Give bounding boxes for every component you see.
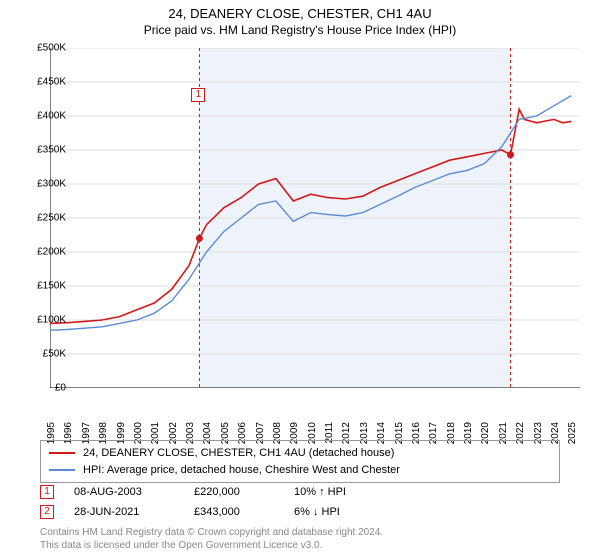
footer-line1: Contains HM Land Registry data © Crown c… <box>40 526 560 539</box>
sale-marker-2: 2 <box>40 505 54 519</box>
ytick-label: £300K <box>37 179 66 190</box>
sale-price: £343,000 <box>194 506 274 518</box>
legend: 24, DEANERY CLOSE, CHESTER, CH1 4AU (det… <box>40 440 560 483</box>
title-subtitle: Price paid vs. HM Land Registry's House … <box>0 23 600 37</box>
sale-date: 28-JUN-2021 <box>74 506 174 518</box>
chart-sale-marker: 1 <box>191 88 205 102</box>
ytick-label: £250K <box>37 213 66 224</box>
xtick-label: 2025 <box>567 422 578 444</box>
ytick-label: £500K <box>37 43 66 54</box>
ytick-label: £100K <box>37 315 66 326</box>
legend-item-hpi: HPI: Average price, detached house, Ches… <box>49 462 551 479</box>
ytick-label: £350K <box>37 145 66 156</box>
legend-swatch-property <box>49 452 75 454</box>
line-chart <box>50 48 580 388</box>
title-block: 24, DEANERY CLOSE, CHESTER, CH1 4AU Pric… <box>0 0 600 37</box>
ytick-label: £450K <box>37 77 66 88</box>
sale-row: 1 08-AUG-2003 £220,000 10% ↑ HPI <box>40 482 560 502</box>
title-address: 24, DEANERY CLOSE, CHESTER, CH1 4AU <box>0 6 600 21</box>
footer-line2: This data is licensed under the Open Gov… <box>40 539 560 552</box>
sale-marker-1: 1 <box>40 485 54 499</box>
sale-hpi-delta: 10% ↑ HPI <box>294 486 384 498</box>
legend-item-property: 24, DEANERY CLOSE, CHESTER, CH1 4AU (det… <box>49 445 551 462</box>
sales-list: 1 08-AUG-2003 £220,000 10% ↑ HPI 2 28-JU… <box>40 482 560 522</box>
ytick-label: £150K <box>37 281 66 292</box>
sale-price: £220,000 <box>194 486 274 498</box>
sale-row: 2 28-JUN-2021 £343,000 6% ↓ HPI <box>40 502 560 522</box>
chart-container: 24, DEANERY CLOSE, CHESTER, CH1 4AU Pric… <box>0 0 600 560</box>
sale-hpi-delta: 6% ↓ HPI <box>294 506 384 518</box>
legend-label-hpi: HPI: Average price, detached house, Ches… <box>83 462 400 479</box>
ytick-label: £50K <box>43 349 66 360</box>
legend-label-property: 24, DEANERY CLOSE, CHESTER, CH1 4AU (det… <box>83 445 394 462</box>
sale-date: 08-AUG-2003 <box>74 486 174 498</box>
legend-swatch-hpi <box>49 469 75 471</box>
ytick-label: £200K <box>37 247 66 258</box>
ytick-label: £0 <box>55 383 66 394</box>
footer-attribution: Contains HM Land Registry data © Crown c… <box>40 526 560 552</box>
ytick-label: £400K <box>37 111 66 122</box>
